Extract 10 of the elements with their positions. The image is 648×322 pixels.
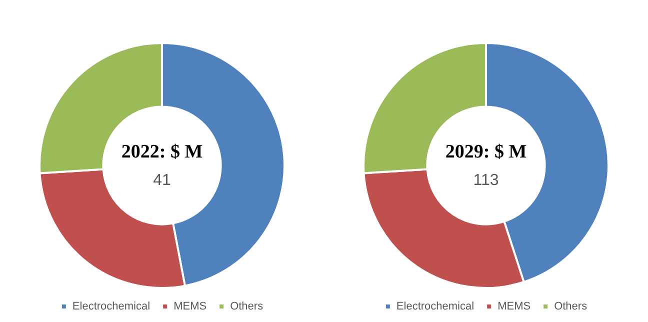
- legend-label: Others: [230, 300, 264, 313]
- legend-label: Electrochemical: [72, 300, 150, 313]
- text: 41: [153, 172, 171, 189]
- legend-label: MEMS: [498, 300, 531, 313]
- text: 2029: $ M: [445, 141, 527, 162]
- legend-label: Electrochemical: [396, 300, 474, 313]
- text: 2022: $ M: [121, 141, 203, 162]
- text: 113: [473, 172, 499, 189]
- legend-label: Others: [554, 300, 588, 313]
- legend-label: MEMS: [174, 300, 207, 313]
